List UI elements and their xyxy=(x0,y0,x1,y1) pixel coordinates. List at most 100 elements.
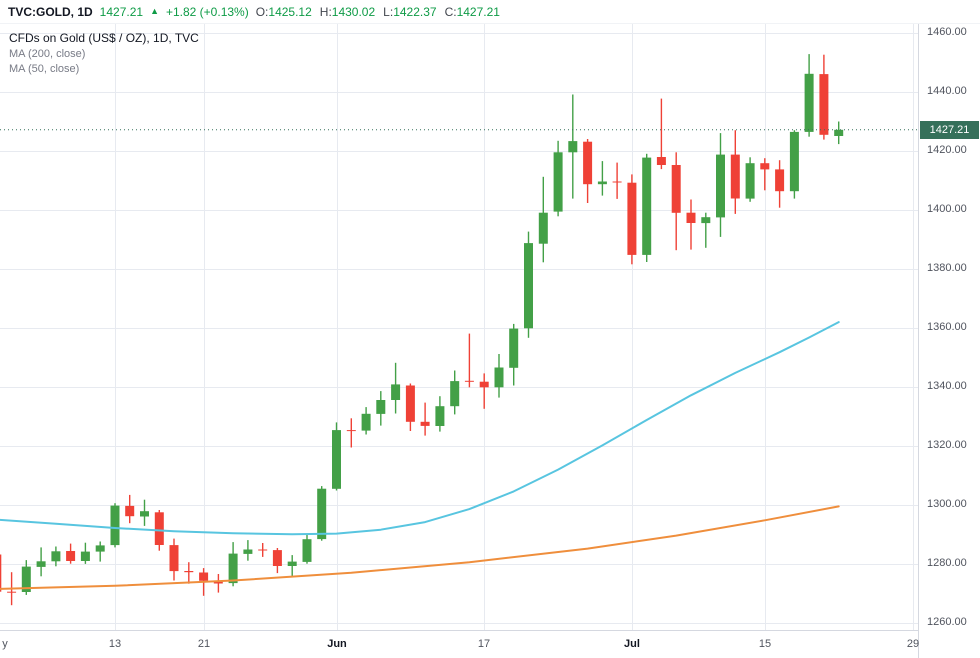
candle-wick xyxy=(424,402,426,436)
candle-body xyxy=(730,154,740,199)
candle-body xyxy=(509,328,519,368)
candle-wick xyxy=(601,161,604,196)
candle-body xyxy=(612,181,622,183)
candle-body xyxy=(568,141,578,153)
candle-body xyxy=(95,545,105,552)
price-tick-label: 1280.00 xyxy=(927,557,967,569)
price-tick-label: 1320.00 xyxy=(927,439,967,451)
candles-layer xyxy=(0,54,844,606)
legend-series-title[interactable]: CFDs on Gold (US$ / OZ), 1D, TVC xyxy=(9,31,199,45)
price-tick-label: 1380.00 xyxy=(927,262,967,274)
candle-body xyxy=(228,553,238,584)
candle-body xyxy=(435,406,445,426)
candle-body xyxy=(524,243,533,329)
candle-body xyxy=(597,181,607,185)
candle-body xyxy=(125,505,135,517)
candle-body xyxy=(405,385,415,422)
candle-body xyxy=(332,430,341,489)
time-tick-label: 21 xyxy=(197,638,211,650)
candle-body xyxy=(656,157,666,165)
candle-body xyxy=(479,381,489,388)
candle-body xyxy=(775,169,785,192)
candle-body xyxy=(199,572,209,581)
candle-body xyxy=(154,512,164,545)
candle-wick xyxy=(188,562,190,584)
candle-body xyxy=(760,163,770,170)
candle-body xyxy=(701,217,711,224)
candle-body xyxy=(258,549,268,551)
candle-body xyxy=(819,74,829,135)
candle-body xyxy=(686,212,696,223)
ohlc-high: H:1430.02 xyxy=(319,4,376,19)
candle-body xyxy=(538,212,548,244)
candle-wick xyxy=(690,199,692,250)
candle-body xyxy=(376,400,386,414)
time-tick-label: Jul xyxy=(624,638,640,650)
candle-body xyxy=(420,421,430,426)
candle-body xyxy=(804,73,814,132)
ohlc-close: C:1427.21 xyxy=(444,4,500,19)
time-axis[interactable]: y 13 21 Jun 17 Jul 15 29 xyxy=(0,630,920,658)
candle-body xyxy=(553,152,563,212)
time-tick-label: 15 xyxy=(758,638,772,650)
candle-wick xyxy=(764,158,766,191)
price-tick-label: 1440.00 xyxy=(927,85,967,97)
candle-wick xyxy=(483,373,485,409)
candle-wick xyxy=(291,555,293,578)
candle-body xyxy=(184,571,194,573)
ma200-line[interactable] xyxy=(0,505,840,590)
chart-legend: CFDs on Gold (US$ / OZ), 1D, TVC MA (200… xyxy=(9,31,199,78)
price-change: +1.82 (+0.13%) xyxy=(165,4,249,19)
candle-body xyxy=(51,551,61,562)
candle-body xyxy=(110,505,120,546)
candle-body xyxy=(66,551,76,561)
candle-body xyxy=(317,488,327,540)
candle-body xyxy=(834,129,844,136)
candle-wick xyxy=(468,333,471,388)
candle-body xyxy=(450,381,460,407)
candle-body xyxy=(302,539,312,562)
ohlc-low: L:1422.37 xyxy=(383,4,437,19)
candle-body xyxy=(7,591,17,593)
legend-ma50[interactable]: MA (50, close) xyxy=(9,63,80,75)
price-tick-label: 1420.00 xyxy=(927,144,967,156)
candle-body xyxy=(346,430,356,432)
candle-body xyxy=(671,165,681,213)
candle-body xyxy=(140,511,149,517)
candle-body xyxy=(745,163,755,199)
ma50-line[interactable] xyxy=(0,321,840,536)
price-tick-label: 1360.00 xyxy=(927,321,967,333)
candle-wick xyxy=(660,98,663,170)
candle-body xyxy=(243,549,253,554)
candle-body xyxy=(272,550,282,566)
ohlc-open: O:1425.12 xyxy=(255,4,312,19)
time-tick-label: 13 xyxy=(108,638,122,650)
symbol-header: TVC:GOLD, 1D 1427.21 ▲ +1.82 (+0.13%) O:… xyxy=(0,0,980,24)
time-tick-label: 17 xyxy=(477,638,491,650)
price-axis[interactable]: 1427.21 1460.00 1440.00 1420.00 1400.00 1380… xyxy=(918,0,980,658)
price-tick-label: 1340.00 xyxy=(927,380,967,392)
candle-body xyxy=(169,545,179,572)
candle-wick xyxy=(616,162,618,199)
price-tick-label: 1460.00 xyxy=(927,26,967,38)
candle-body xyxy=(583,141,593,185)
candle-body xyxy=(0,554,2,592)
symbol-title[interactable]: TVC:GOLD, 1D xyxy=(8,4,93,19)
candle-body xyxy=(80,551,90,561)
time-tick-label: Jun xyxy=(327,638,347,650)
candle-body xyxy=(494,367,504,388)
candle-body xyxy=(716,154,725,218)
time-tick-label: 29 xyxy=(906,638,920,650)
up-arrow-icon: ▲ xyxy=(150,6,159,16)
legend-ma200[interactable]: MA (200, close) xyxy=(9,48,86,60)
candle-body xyxy=(464,380,474,382)
candle-wick xyxy=(350,418,352,448)
price-tick-label: 1300.00 xyxy=(927,498,967,510)
price-tick-label: 1260.00 xyxy=(927,616,967,628)
candle-body xyxy=(642,157,652,255)
last-price-badge: 1427.21 xyxy=(920,121,979,139)
candle-body xyxy=(789,131,799,192)
ohlc-readout: O:1425.12 H:1430.02 L:1422.37 C:1427.21 xyxy=(256,5,500,19)
